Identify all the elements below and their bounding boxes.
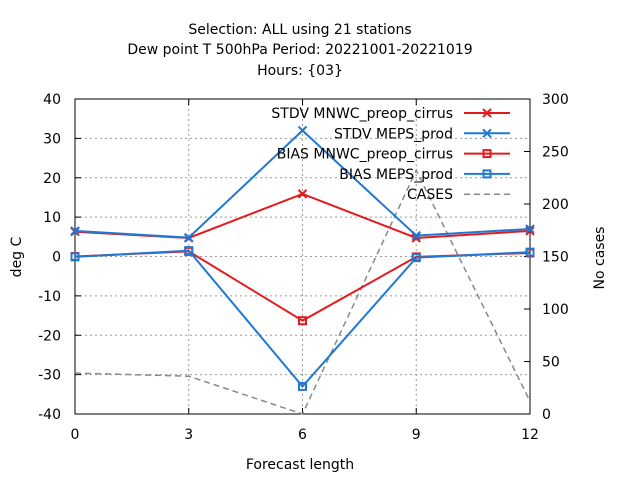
legend-label: BIAS MNWC_preop_cirrus: [277, 147, 453, 163]
legend-item: STDV MNWC_preop_cirrus: [271, 106, 510, 122]
data-point: [411, 253, 421, 263]
data-point: [298, 316, 307, 326]
y-tick-label: 0: [52, 250, 61, 266]
y2-tick-label: 50: [542, 355, 560, 371]
title-line-2: Dew point T 500hPa Period: 20221001-2022…: [127, 42, 472, 58]
y-tick-label: 40: [43, 92, 61, 108]
y-tick-label: 30: [43, 131, 61, 147]
y2-tick-label: 100: [542, 302, 569, 318]
data-point: [297, 189, 308, 199]
x-tick-label: 3: [184, 427, 193, 443]
data-point: [70, 252, 80, 262]
legend-item: CASES: [407, 187, 510, 203]
legend-marker: [482, 169, 492, 179]
data-point: [297, 125, 308, 136]
y-tick-label: 20: [43, 171, 61, 187]
x-tick-label: 6: [298, 427, 307, 443]
y2-tick-label: 150: [542, 250, 569, 266]
data-point: [70, 226, 80, 236]
x-tick-label: 9: [412, 427, 421, 443]
legend: STDV MNWC_preop_cirrus STDV MEPS_prod BIAS…: [271, 106, 510, 203]
y2-tick-label: 200: [542, 197, 569, 213]
series-layer: [70, 125, 535, 415]
x-tick-label: 12: [521, 427, 539, 443]
legend-marker: [482, 128, 492, 139]
title-line-1: Selection: ALL using 21 stations: [188, 22, 411, 38]
legend-label: STDV MNWC_preop_cirrus: [271, 106, 453, 122]
legend-item: BIAS MNWC_preop_cirrus: [277, 147, 510, 163]
y2-axis-label: No cases: [592, 227, 608, 290]
legend-marker: [482, 149, 492, 159]
y-tick-label: -30: [38, 368, 61, 384]
legend-item: BIAS MEPS_prod: [339, 167, 510, 183]
x-axis-label: Forecast length: [246, 457, 354, 473]
y-tick-label: -20: [38, 328, 61, 344]
x-tick-label: 0: [71, 427, 80, 443]
y2-tick-label: 0: [542, 407, 551, 423]
series-line: [74, 249, 531, 388]
y2-tick-label: 300: [542, 92, 569, 108]
legend-label: CASES: [407, 187, 453, 203]
legend-item: STDV MEPS_prod: [334, 126, 510, 142]
data-point: [184, 232, 194, 243]
data-point: [411, 230, 421, 241]
axis-ticks: 0 3 6 9 12 -40 -30 -20 -10 0 10 20 30 40 0 50 100 150 200 2…: [38, 92, 569, 443]
title-line-3: Hours: {03}: [257, 63, 343, 79]
legend-label: STDV MEPS_prod: [334, 126, 453, 142]
data-point: [525, 247, 535, 257]
data-point: [298, 381, 307, 391]
y-tick-label: 10: [43, 210, 61, 226]
y2-tick-label: 250: [542, 145, 569, 161]
series-line: [74, 168, 531, 415]
chart-title: Selection: ALL using 21 stations Dew poi…: [127, 22, 472, 79]
data-point: [525, 224, 535, 234]
data-point: [184, 246, 194, 256]
series-2: [70, 125, 535, 243]
y-tick-label: -10: [38, 289, 61, 305]
series-4: [70, 246, 535, 391]
legend-label: BIAS MEPS_prod: [339, 167, 453, 183]
y-tick-label: -40: [38, 407, 61, 423]
series-5: [74, 168, 531, 415]
legend-marker: [482, 108, 492, 118]
y-axis-label: deg C: [9, 236, 25, 277]
